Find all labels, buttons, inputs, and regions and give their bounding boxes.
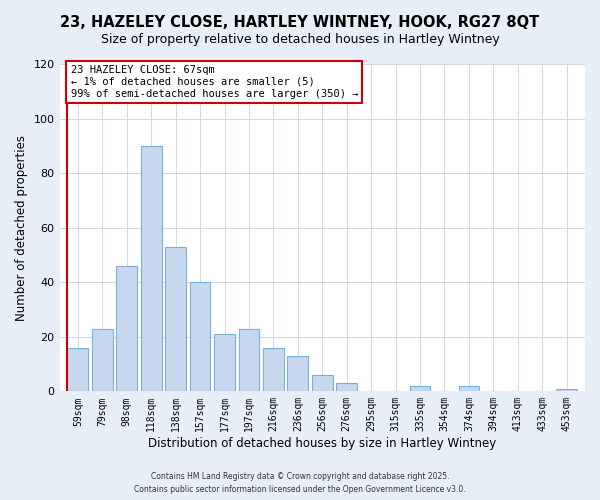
Text: 23, HAZELEY CLOSE, HARTLEY WINTNEY, HOOK, RG27 8QT: 23, HAZELEY CLOSE, HARTLEY WINTNEY, HOOK… [61,15,539,30]
Bar [92,328,113,392]
Bar [337,383,357,392]
X-axis label: Distribution of detached houses by size in Hartley Wintney: Distribution of detached houses by size … [148,437,496,450]
Bar [556,388,577,392]
Bar [239,328,259,392]
Bar [263,348,284,392]
Y-axis label: Number of detached properties: Number of detached properties [15,134,28,320]
Bar [214,334,235,392]
Bar [312,375,332,392]
Bar [67,348,88,392]
Text: Contains HM Land Registry data © Crown copyright and database right 2025.
Contai: Contains HM Land Registry data © Crown c… [134,472,466,494]
Bar [165,247,186,392]
Text: Size of property relative to detached houses in Hartley Wintney: Size of property relative to detached ho… [101,32,499,46]
Bar [287,356,308,392]
Bar [116,266,137,392]
Bar [458,386,479,392]
Bar [410,386,430,392]
Bar [141,146,161,392]
Bar [190,282,211,392]
Text: 23 HAZELEY CLOSE: 67sqm
← 1% of detached houses are smaller (5)
99% of semi-deta: 23 HAZELEY CLOSE: 67sqm ← 1% of detached… [71,66,358,98]
